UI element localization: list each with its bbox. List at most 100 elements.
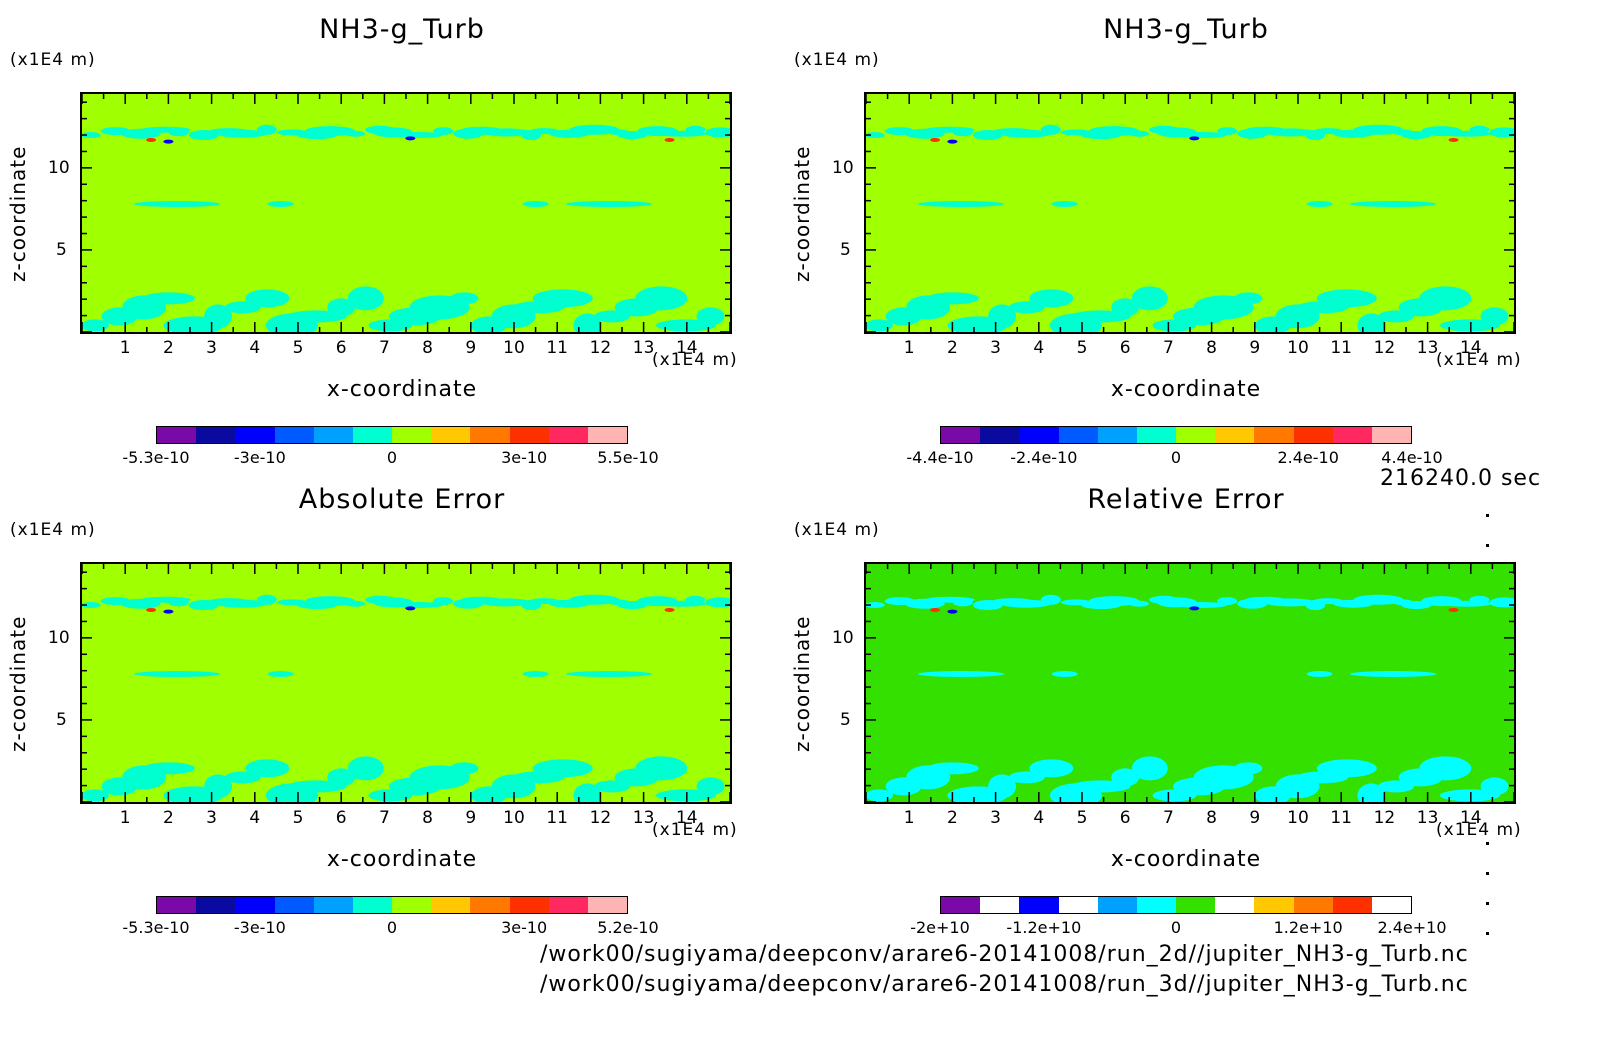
mid-blob bbox=[1349, 670, 1437, 677]
colorbar-label: 0 bbox=[386, 448, 398, 467]
heatmap-field bbox=[82, 94, 730, 332]
lower-cell bbox=[245, 289, 290, 308]
colorbar-swatch bbox=[587, 427, 628, 443]
colorbar-swatch bbox=[235, 897, 275, 913]
band-cell bbox=[1129, 600, 1150, 607]
lower-cell bbox=[1357, 783, 1386, 802]
colorbar-swatch bbox=[431, 897, 471, 913]
band-cell bbox=[256, 594, 277, 605]
colorbar-swatch bbox=[392, 427, 432, 443]
x-tick-label: 12 bbox=[589, 808, 612, 828]
colorbar-label: 0 bbox=[1170, 448, 1182, 467]
colorbar-swatch bbox=[1332, 897, 1372, 913]
mid-blob bbox=[917, 200, 1005, 207]
colorbar-swatch bbox=[1176, 427, 1216, 443]
band-cell bbox=[1000, 129, 1051, 138]
colorbar-label: 3e-10 bbox=[501, 918, 548, 937]
x-axis-label: x-coordinate bbox=[1110, 377, 1262, 402]
band-cell bbox=[1217, 127, 1238, 136]
extreme-cell bbox=[405, 606, 416, 611]
lower-cell bbox=[1029, 759, 1074, 778]
lower-cell bbox=[926, 762, 979, 775]
mid-blob bbox=[522, 200, 549, 207]
lower-cell bbox=[635, 286, 688, 311]
stray-dot bbox=[1486, 872, 1489, 875]
x-tick-label: 4 bbox=[249, 808, 261, 828]
extreme-cell bbox=[1189, 606, 1200, 611]
extreme-cell bbox=[146, 137, 157, 142]
band-cell bbox=[481, 128, 532, 137]
x-tick-label: 8 bbox=[422, 808, 434, 828]
plot-area bbox=[80, 92, 732, 334]
colorbar-swatch bbox=[548, 897, 588, 913]
x-tick-label: 7 bbox=[1162, 808, 1174, 828]
band-cell bbox=[685, 595, 706, 604]
lower-cell bbox=[696, 777, 725, 796]
x-tick-label: 1 bbox=[119, 808, 131, 828]
x-tick-label: 13 bbox=[632, 338, 655, 358]
band-cell bbox=[304, 126, 355, 137]
x-tick-label: 14 bbox=[1459, 808, 1482, 828]
lower-cell bbox=[142, 292, 195, 305]
lower-cell bbox=[82, 789, 109, 802]
y-tick-label: 10 bbox=[48, 627, 70, 648]
colorbar-swatch bbox=[431, 427, 471, 443]
x-tick-label: 10 bbox=[503, 808, 525, 828]
x-tick-label: 3 bbox=[990, 808, 1002, 828]
colorbar-swatch bbox=[1215, 897, 1255, 913]
x-tick-label: 2 bbox=[946, 808, 958, 828]
band-cell bbox=[1353, 124, 1404, 135]
band-cell bbox=[1040, 594, 1061, 605]
x-tick-label: 12 bbox=[589, 338, 612, 358]
extreme-cell bbox=[664, 137, 675, 142]
x-tick-label: 8 bbox=[1206, 338, 1218, 358]
stray-dot bbox=[1486, 544, 1489, 547]
colorbar-swatch bbox=[941, 897, 981, 913]
x-tick-label: 10 bbox=[1287, 338, 1309, 358]
extreme-cell bbox=[947, 609, 958, 614]
x-tick-label: 12 bbox=[1373, 338, 1396, 358]
colorbar-label: 5.2e-10 bbox=[597, 918, 659, 937]
lower-cell bbox=[1480, 307, 1509, 326]
lower-cell bbox=[450, 292, 479, 305]
extreme-cell bbox=[947, 139, 958, 144]
band-cell bbox=[705, 597, 730, 608]
lower-cell bbox=[1111, 298, 1140, 317]
colorbar-swatch bbox=[274, 427, 314, 443]
colorbar-swatch bbox=[1371, 897, 1412, 913]
colorbar-swatch bbox=[157, 897, 197, 913]
lower-cell bbox=[347, 756, 384, 781]
colorbar-swatch bbox=[1293, 897, 1333, 913]
band-cell bbox=[569, 594, 620, 605]
colorbar-swatch bbox=[274, 897, 314, 913]
lower-cell bbox=[327, 298, 356, 317]
y-tick-label: 10 bbox=[832, 157, 854, 178]
x-tick-label: 2 bbox=[162, 808, 174, 828]
mid-blob bbox=[1349, 200, 1437, 207]
file-path-3d: /work00/sugiyama/deepconv/arare6-2014100… bbox=[540, 972, 1469, 997]
lower-cell bbox=[573, 783, 602, 802]
tick-marks bbox=[82, 564, 730, 802]
x-tick-label: 14 bbox=[675, 338, 698, 358]
colorbar-label: -5.3e-10 bbox=[122, 918, 190, 937]
x-tick-label: 1 bbox=[903, 808, 915, 828]
x-tick-label: 6 bbox=[1119, 808, 1131, 828]
colorbar-label: 1.2e+10 bbox=[1273, 918, 1343, 937]
x-tick-label: 3 bbox=[206, 338, 218, 358]
x-tick-label: 11 bbox=[546, 808, 569, 828]
plot-area bbox=[80, 562, 732, 804]
band-cell bbox=[866, 602, 885, 609]
colorbar-swatch bbox=[1254, 427, 1294, 443]
x-tick-label: 2 bbox=[946, 338, 958, 358]
colorbar-label: -1.2e+10 bbox=[1006, 918, 1082, 937]
mid-blob bbox=[1306, 670, 1333, 677]
x-tick-label: 5 bbox=[1076, 808, 1088, 828]
plot-area bbox=[864, 562, 1516, 804]
colorbar-swatch bbox=[1332, 427, 1372, 443]
band-cell bbox=[1489, 597, 1514, 608]
panel-title: NH3-g_Turb bbox=[319, 14, 485, 45]
colorbar-swatch bbox=[313, 897, 353, 913]
x-tick-label: 10 bbox=[1287, 808, 1309, 828]
panel-top-left: NH3-g_Turb (x1E4 m) z-coordinate (x1E4 m… bbox=[0, 0, 760, 480]
band-cell bbox=[952, 598, 973, 607]
